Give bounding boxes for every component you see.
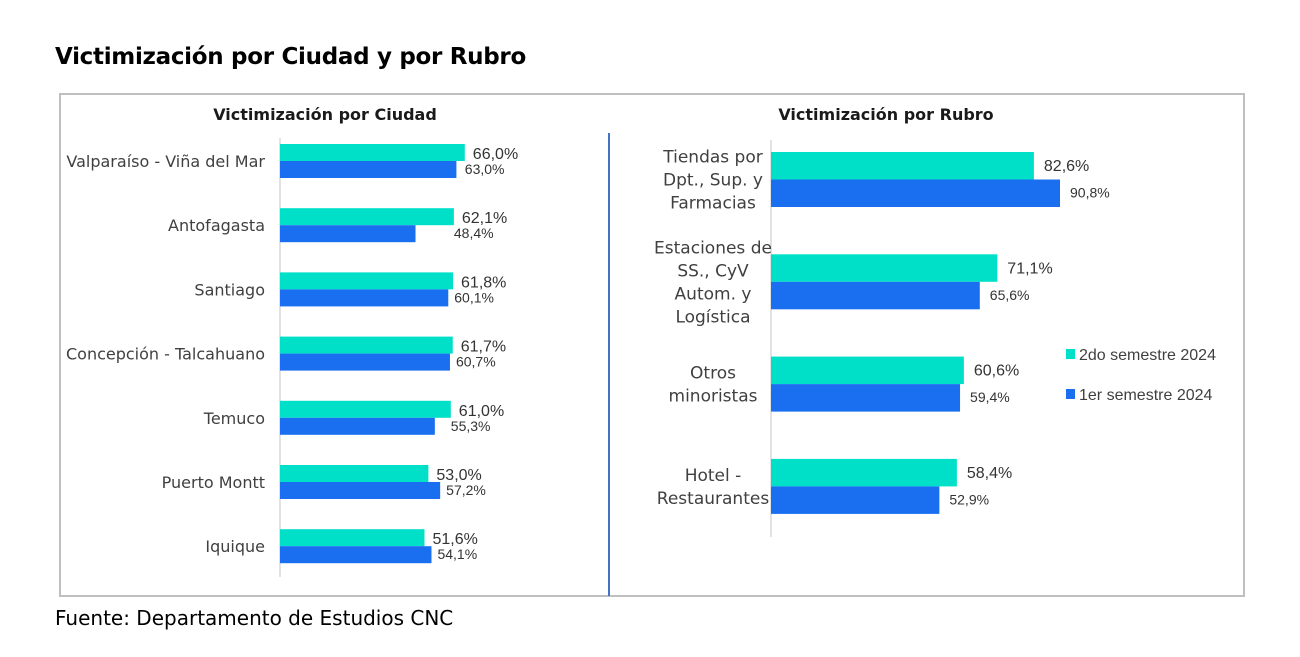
city-bar-1er-semestre xyxy=(280,225,416,243)
city-category-label: Temuco xyxy=(203,409,265,428)
sector-bar-1er-semestre xyxy=(771,384,961,412)
city-bar-1er-semestre xyxy=(280,417,435,435)
city-category-label: Antofagasta xyxy=(168,216,265,235)
city-value-label-2do: 62,1% xyxy=(462,210,507,227)
city-value-label-2do: 66,0% xyxy=(473,146,518,163)
city-value-label-2do: 61,7% xyxy=(461,339,506,356)
city-bar-2do-semestre xyxy=(280,529,425,547)
sector-chart-title: Victimización por Rubro xyxy=(778,105,993,124)
city-value-label-1er: 60,7% xyxy=(456,354,496,370)
city-value-label-1er: 48,4% xyxy=(454,225,494,241)
city-bar-2do-semestre xyxy=(280,208,454,226)
source-note: Fuente: Departamento de Estudios CNC xyxy=(55,606,454,630)
city-category-label: Santiago xyxy=(194,280,265,299)
city-chart: Victimización por Ciudad Valparaíso - Viñ… xyxy=(66,105,518,577)
sector-bar-1er-semestre xyxy=(771,179,1060,207)
legend: 2do semestre 2024 1er semestre 2024 xyxy=(1066,347,1216,404)
city-bar-1er-semestre xyxy=(280,289,449,307)
sector-chart: Victimización por Rubro Tiendas por Dpt., … xyxy=(654,105,1110,537)
city-bar-1er-semestre xyxy=(280,546,432,564)
sector-value-label-1er: 90,8% xyxy=(1070,185,1110,201)
sector-category-label: Estaciones de SS., CyV Autom. y Logística xyxy=(654,238,772,327)
page-title: Victimización por Ciudad y por Rubro xyxy=(55,44,526,70)
city-chart-title: Victimización por Ciudad xyxy=(213,105,437,124)
sector-bar-2do-semestre xyxy=(771,458,957,487)
sector-bar-2do-semestre xyxy=(771,356,964,385)
city-bar-2do-semestre xyxy=(280,465,429,482)
city-category-label: Puerto Montt xyxy=(162,473,265,492)
city-bar-2do-semestre xyxy=(280,336,453,354)
city-value-label-1er: 60,1% xyxy=(454,289,494,305)
city-category-label: Valparaíso - Viña del Mar xyxy=(66,152,265,171)
sector-bar-1er-semestre xyxy=(771,281,980,310)
legend-label-2do: 2do semestre 2024 xyxy=(1079,347,1216,364)
sector-value-label-1er: 59,4% xyxy=(970,389,1010,405)
panel-divider xyxy=(608,133,610,596)
city-value-label-1er: 57,2% xyxy=(446,482,486,498)
city-bar-2do-semestre xyxy=(280,144,465,161)
sector-value-label-2do: 82,6% xyxy=(1044,158,1089,175)
city-value-label-1er: 63,0% xyxy=(465,161,505,177)
city-bar-1er-semestre xyxy=(280,482,441,499)
city-bar-2do-semestre xyxy=(280,400,451,418)
chart-frame xyxy=(59,93,1245,597)
city-bar-1er-semestre xyxy=(280,353,450,371)
city-value-label-1er: 55,3% xyxy=(451,418,491,434)
city-category-label: Concepción - Talcahuano xyxy=(66,345,265,364)
sector-category-label: Hotel -Restaurantes xyxy=(657,466,770,509)
city-value-label-2do: 61,8% xyxy=(461,274,506,291)
sector-value-label-1er: 52,9% xyxy=(949,491,989,507)
city-value-label-2do: 61,0% xyxy=(459,403,504,420)
sector-bar-2do-semestre xyxy=(771,152,1034,180)
legend-swatch-2do xyxy=(1066,349,1075,359)
sector-bar-2do-semestre xyxy=(771,254,998,282)
city-value-label-2do: 53,0% xyxy=(436,467,481,484)
city-bar-1er-semestre xyxy=(280,161,457,178)
sector-category-label: Otros minoristas xyxy=(669,364,758,407)
legend-swatch-1er xyxy=(1066,389,1075,399)
sector-bar-1er-semestre xyxy=(771,486,940,514)
sector-category-label: Tiendas por Dpt., Sup. y Farmacias xyxy=(662,148,763,214)
legend-label-1er: 1er semestre 2024 xyxy=(1079,387,1213,404)
city-bar-2do-semestre xyxy=(280,272,454,290)
sector-value-label-1er: 65,6% xyxy=(990,287,1030,303)
sector-value-label-2do: 71,1% xyxy=(1007,260,1052,277)
sector-value-label-2do: 60,6% xyxy=(974,363,1019,380)
city-value-label-2do: 51,6% xyxy=(432,531,477,548)
city-category-label: Iquique xyxy=(205,537,265,556)
city-value-label-1er: 54,1% xyxy=(437,546,477,562)
sector-value-label-2do: 58,4% xyxy=(967,465,1012,482)
